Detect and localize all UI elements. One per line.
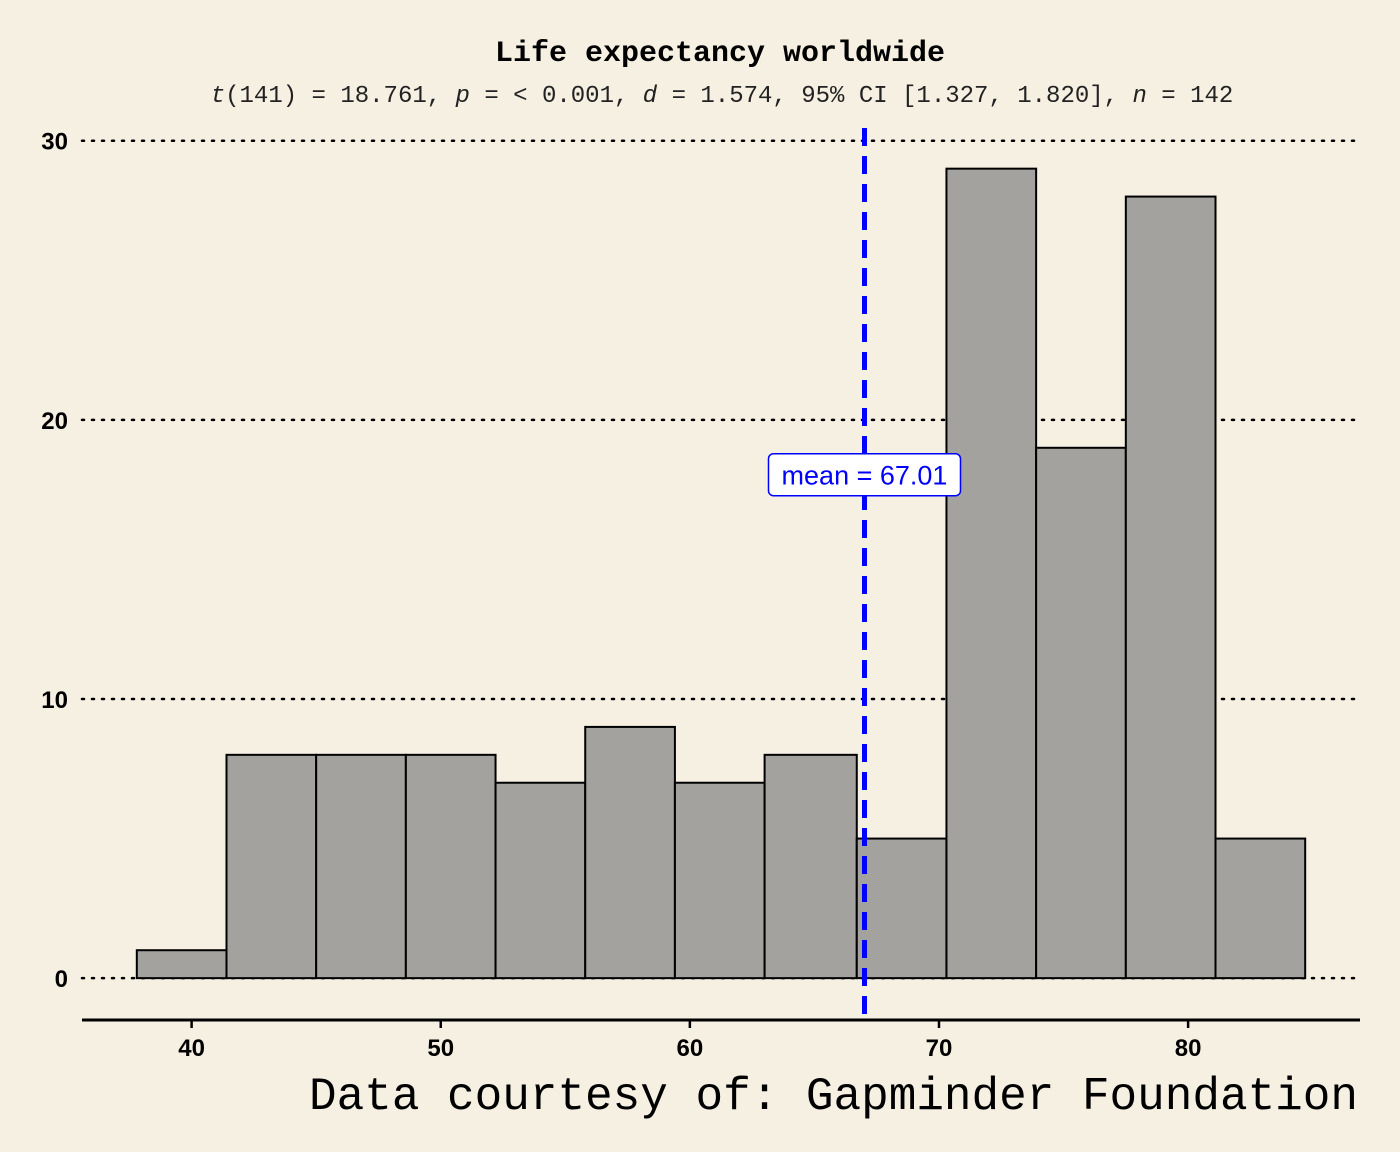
subtitle-t-value: (141) = 18.761,: [225, 83, 455, 110]
subtitle-d-symbol: d: [643, 83, 658, 110]
chart-caption: Data courtesy of: Gapminder Foundation: [309, 1071, 1358, 1123]
y-axis-ticks: 0 10 20 30: [41, 129, 68, 993]
mean-label: mean = 67.01: [782, 461, 948, 491]
histogram-bar: [225, 753, 318, 980]
histogram-bar: [1035, 446, 1127, 980]
x-tick-label: 40: [178, 1035, 205, 1062]
histogram-bar: [763, 753, 858, 980]
y-tick-label: 20: [41, 408, 68, 435]
x-axis: 40 50 60 70 80: [82, 1018, 1360, 1062]
histogram-bar: [315, 753, 407, 980]
subtitle-t-symbol: t: [211, 83, 225, 110]
chart-subtitle: t(141) = 18.761, p = < 0.001, d = 1.574,…: [211, 83, 1234, 110]
subtitle-p-symbol: p: [455, 83, 470, 110]
histogram-bars: [135, 167, 1307, 980]
histogram-bar: [135, 949, 228, 980]
histogram-bar: [945, 167, 1038, 980]
histogram-bar: [494, 781, 587, 980]
histogram-bar: [404, 753, 497, 980]
y-tick-label: 30: [41, 129, 68, 156]
x-tick-label: 70: [926, 1035, 953, 1062]
subtitle-d-value: = 1.574, 95% CI [1.327, 1.820],: [657, 83, 1132, 110]
x-tick-label: 80: [1175, 1035, 1202, 1062]
mean-marker: mean = 67.01: [767, 128, 962, 1018]
histogram-bar: [673, 781, 766, 980]
histogram-bar: [584, 725, 676, 980]
subtitle-n-symbol: n: [1132, 83, 1146, 110]
histogram-bar: [1214, 837, 1307, 980]
subtitle-n-value: = 142: [1147, 83, 1233, 110]
x-tick-label: 50: [427, 1035, 454, 1062]
mean-label-box: [767, 452, 962, 497]
x-tick-label: 60: [677, 1035, 704, 1062]
y-tick-label: 10: [41, 687, 68, 714]
y-tick-label: 0: [55, 966, 68, 993]
histogram-bar: [1124, 195, 1217, 980]
chart-title: Life expectancy worldwide: [495, 37, 945, 71]
histogram-bar: [855, 837, 948, 980]
subtitle-p-value: = < 0.001,: [470, 83, 643, 110]
